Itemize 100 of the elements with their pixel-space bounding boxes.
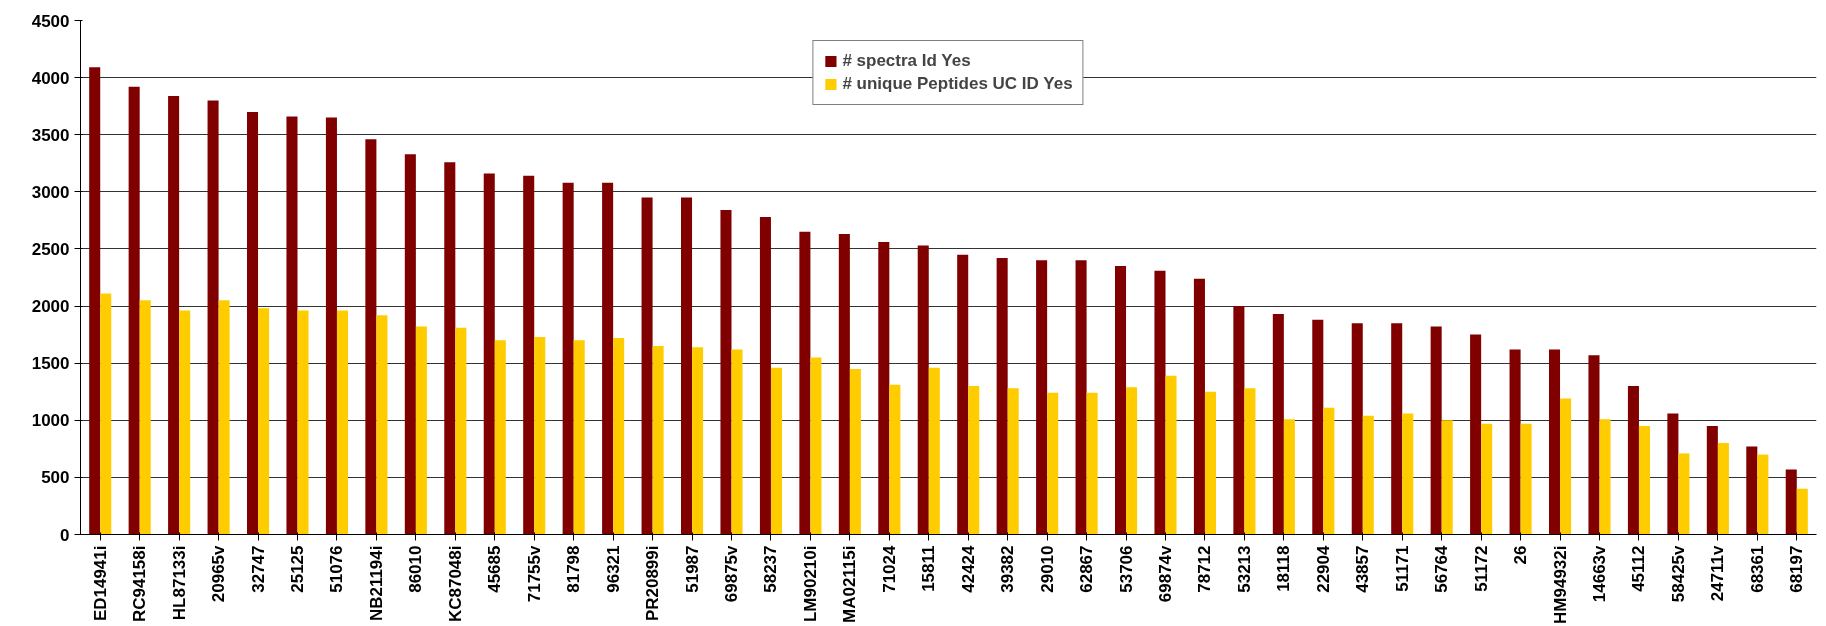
x-tick-label: 39382 xyxy=(998,545,1018,593)
bar xyxy=(968,386,980,535)
x-tick-label: 51171 xyxy=(1392,545,1412,592)
x-tick-label: 53213 xyxy=(1234,545,1254,593)
bar xyxy=(810,357,822,535)
bar xyxy=(1233,306,1245,535)
bar xyxy=(1036,260,1048,535)
x-tick-label: 62867 xyxy=(1077,545,1097,593)
bar xyxy=(613,338,625,535)
bar xyxy=(1075,260,1087,535)
bar xyxy=(128,86,140,535)
y-tick-label: 2000 xyxy=(31,297,70,317)
bar xyxy=(1283,419,1295,535)
x-tick-label: 71755v xyxy=(524,544,544,603)
y-tick-label: 2500 xyxy=(31,239,70,259)
bar xyxy=(1481,423,1493,535)
bar xyxy=(1126,387,1138,535)
bar xyxy=(759,216,771,535)
bar xyxy=(1007,388,1019,535)
x-tick-label: 68361 xyxy=(1747,545,1767,593)
bar xyxy=(1520,423,1532,535)
bar xyxy=(1470,334,1482,535)
bar xyxy=(878,242,890,535)
x-tick-label: RC94158i xyxy=(130,545,150,623)
bar xyxy=(1323,407,1335,535)
bar xyxy=(494,340,506,535)
bar xyxy=(1549,349,1561,535)
bar xyxy=(889,384,901,535)
bar xyxy=(286,116,298,535)
y-tick-label: 0 xyxy=(60,525,70,545)
bar xyxy=(1244,388,1256,535)
x-tick-label: NB21194i xyxy=(366,545,386,622)
x-tick-label: 53706 xyxy=(1116,545,1136,593)
bar xyxy=(1757,454,1769,535)
bar xyxy=(770,367,782,535)
bar xyxy=(652,346,664,535)
bar xyxy=(720,210,732,535)
bar xyxy=(1678,453,1690,535)
y-tick-label: 3500 xyxy=(31,125,70,145)
legend-label: # spectra Id Yes xyxy=(842,51,971,71)
bar xyxy=(247,111,259,535)
bar xyxy=(641,197,653,535)
bar xyxy=(731,349,743,535)
bar xyxy=(297,310,309,535)
x-tick-label: 69874v xyxy=(1156,544,1175,603)
x-tick-label: 22904 xyxy=(1313,544,1333,593)
bar xyxy=(1560,398,1572,535)
x-tick-label: 71024 xyxy=(879,544,899,593)
bar xyxy=(100,293,112,535)
x-tick-label: 78712 xyxy=(1195,545,1215,593)
bar xyxy=(1154,270,1166,535)
bar xyxy=(1717,443,1729,535)
bar xyxy=(89,67,101,535)
bar xyxy=(1785,469,1797,535)
bar xyxy=(179,310,191,535)
bar xyxy=(1272,314,1284,535)
bar xyxy=(1796,488,1808,535)
bar xyxy=(444,162,456,535)
bar xyxy=(681,197,693,535)
x-tick-label: KC87048i xyxy=(445,545,465,623)
bar xyxy=(455,327,467,535)
bar xyxy=(1638,425,1650,535)
bar xyxy=(1667,413,1679,535)
bar xyxy=(1402,413,1414,535)
bar xyxy=(168,95,180,535)
x-tick-label: 15811 xyxy=(919,545,939,592)
x-tick-label: 24711v xyxy=(1708,544,1728,602)
y-tick-label: 1500 xyxy=(31,354,70,374)
y-tick-label: 1000 xyxy=(31,411,70,431)
y-tick-label: 500 xyxy=(41,468,70,488)
x-tick-label: 26 xyxy=(1511,545,1531,565)
x-tick-label: 51172 xyxy=(1471,545,1491,592)
bar xyxy=(415,326,427,535)
legend-label: # unique Peptides UC ID Yes xyxy=(842,74,1073,94)
x-tick-label: 51076 xyxy=(327,545,347,593)
bar xyxy=(996,258,1008,535)
bar xyxy=(1193,278,1205,535)
bar xyxy=(336,310,348,535)
bar xyxy=(365,139,377,535)
bar xyxy=(1115,266,1127,535)
bar xyxy=(928,367,940,535)
bar xyxy=(325,117,337,535)
bar xyxy=(838,234,850,535)
bar xyxy=(1351,323,1363,535)
x-tick-label: PR20899i xyxy=(643,545,663,622)
bar xyxy=(917,245,929,535)
bar xyxy=(1441,420,1453,535)
x-tick-label: 96321 xyxy=(603,545,623,593)
x-tick-label: 68197 xyxy=(1787,545,1807,593)
bar xyxy=(207,100,219,535)
x-tick-label: 14663v xyxy=(1590,544,1609,603)
bar xyxy=(957,254,969,535)
x-tick-label: 56764 xyxy=(1432,544,1452,593)
bar xyxy=(573,340,585,535)
x-tick-label: ED14941i xyxy=(90,545,110,622)
x-tick-label: 20965v xyxy=(209,544,229,603)
bar xyxy=(562,182,574,535)
bar xyxy=(404,154,416,535)
bar xyxy=(1165,375,1177,535)
bar xyxy=(849,368,861,535)
